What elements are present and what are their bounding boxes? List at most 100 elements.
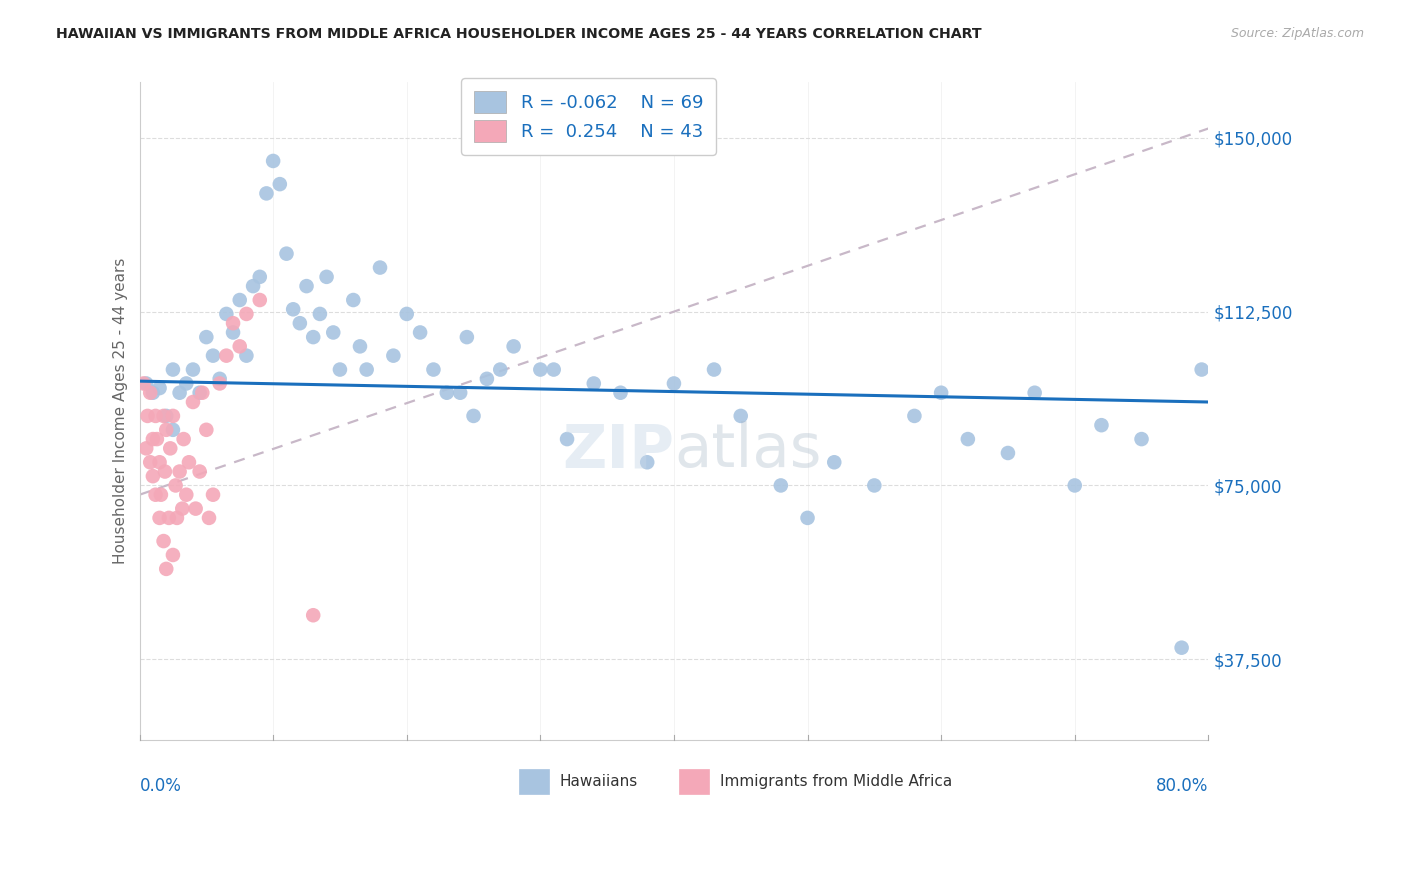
Point [342, 293, 364, 307]
Point [1063, 478, 1085, 492]
Point [502, 339, 524, 353]
Point [903, 409, 925, 423]
Point [276, 246, 298, 260]
Point [181, 395, 204, 409]
Point [142, 432, 165, 446]
Point [169, 385, 191, 400]
Point [215, 349, 238, 363]
Point [157, 511, 180, 525]
Point [475, 372, 498, 386]
Point [283, 302, 305, 317]
Bar [519, 770, 548, 795]
Point [242, 279, 264, 293]
Point [155, 423, 177, 437]
Point [1130, 432, 1153, 446]
Point [195, 330, 218, 344]
Point [796, 511, 818, 525]
Point [198, 511, 221, 525]
Point [148, 511, 170, 525]
Point [1191, 362, 1213, 376]
Point [1090, 418, 1112, 433]
Point [703, 362, 725, 376]
Point [152, 534, 174, 549]
Point [302, 330, 325, 344]
Point [609, 385, 631, 400]
Point [146, 432, 169, 446]
Point [222, 326, 245, 340]
Point [543, 362, 565, 376]
Point [142, 469, 165, 483]
Point [349, 339, 371, 353]
Point [256, 186, 278, 201]
Point [177, 455, 200, 469]
Point [382, 349, 405, 363]
Point [863, 478, 886, 492]
Point [165, 478, 187, 492]
Point [173, 432, 195, 446]
Point [449, 385, 471, 400]
Point [135, 442, 157, 456]
Point [956, 432, 979, 446]
Point [162, 423, 184, 437]
Point [202, 349, 225, 363]
Point [262, 153, 284, 168]
Point [395, 307, 418, 321]
Point [208, 376, 231, 391]
Point [555, 432, 578, 446]
Point [145, 488, 167, 502]
Bar [679, 770, 709, 795]
Point [188, 465, 211, 479]
Point [329, 362, 352, 376]
Point [159, 442, 181, 456]
Point [191, 385, 214, 400]
Point [409, 326, 432, 340]
Y-axis label: Householder Income Ages 25 - 44 years: Householder Income Ages 25 - 44 years [114, 258, 128, 565]
Point [139, 455, 162, 469]
Point [1024, 385, 1046, 400]
Point [288, 316, 311, 330]
Text: Hawaiians: Hawaiians [560, 773, 638, 789]
Point [997, 446, 1019, 460]
Text: 80.0%: 80.0% [1156, 777, 1208, 795]
Point [315, 269, 337, 284]
Point [249, 269, 271, 284]
Point [489, 362, 512, 376]
Point [139, 385, 162, 400]
Point [302, 608, 325, 623]
Point [145, 409, 167, 423]
Point [155, 409, 177, 423]
Point [132, 376, 155, 391]
Point [529, 362, 551, 376]
Point [769, 478, 792, 492]
Point [202, 488, 225, 502]
Point [135, 376, 157, 391]
Point [148, 455, 170, 469]
Point [174, 376, 197, 391]
Text: HAWAIIAN VS IMMIGRANTS FROM MIDDLE AFRICA HOUSEHOLDER INCOME AGES 25 - 44 YEARS : HAWAIIAN VS IMMIGRANTS FROM MIDDLE AFRIC… [56, 27, 981, 41]
Point [436, 385, 458, 400]
Point [162, 409, 184, 423]
Point [169, 465, 191, 479]
Point [823, 455, 845, 469]
Point [166, 511, 188, 525]
Point [208, 372, 231, 386]
Point [463, 409, 485, 423]
Point [269, 177, 291, 191]
Legend: R = -0.062    N = 69, R =  0.254    N = 43: R = -0.062 N = 69, R = 0.254 N = 43 [461, 78, 716, 154]
Point [155, 562, 177, 576]
Text: Source: ZipAtlas.com: Source: ZipAtlas.com [1230, 27, 1364, 40]
Point [229, 339, 252, 353]
Text: atlas: atlas [673, 421, 821, 480]
Point [249, 293, 271, 307]
Text: 0.0%: 0.0% [139, 777, 181, 795]
Point [456, 330, 478, 344]
Point [636, 455, 658, 469]
Point [181, 362, 204, 376]
Text: ZIP: ZIP [562, 421, 673, 480]
Point [136, 409, 159, 423]
Point [235, 307, 257, 321]
Point [356, 362, 378, 376]
Point [1170, 640, 1192, 655]
Point [235, 349, 257, 363]
Point [162, 548, 184, 562]
